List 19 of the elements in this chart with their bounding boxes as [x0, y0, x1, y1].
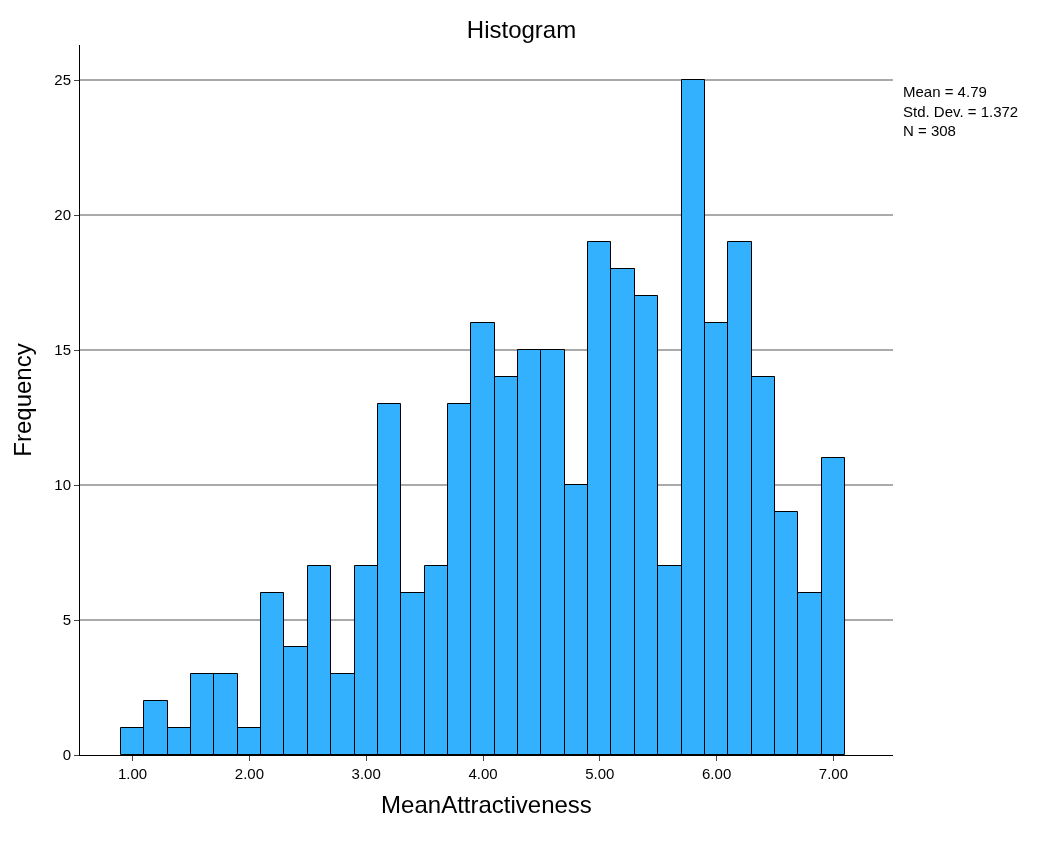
text: N = 308 — [903, 122, 956, 139]
x-tick-label: 1.00 — [117, 765, 148, 782]
x-tick-label: 6.00 — [702, 765, 732, 782]
y-tick-label: 5 — [62, 611, 71, 629]
y-tick-label: 15 — [54, 341, 71, 359]
text: Mean = 4.79 — [903, 83, 987, 100]
y-axis-title: Frequency — [9, 343, 37, 457]
y-tick-label: 20 — [54, 206, 71, 224]
x-tick-label: 3.00 — [351, 765, 381, 782]
x-tick-label: 2.00 — [234, 765, 264, 782]
y-tick-label: 0 — [62, 746, 71, 764]
x-tick-label: 7.00 — [818, 765, 849, 782]
x-tick-label: 5.00 — [585, 765, 615, 782]
y-tick-label: 10 — [54, 476, 71, 494]
x-axis-title: MeanAttractiveness — [381, 791, 592, 819]
text: Std. Dev. = 1.372 — [903, 102, 1019, 120]
y-tick-label: 25 — [54, 71, 71, 89]
x-tick-label: 4.00 — [468, 765, 498, 782]
chart-title: Histogram — [466, 15, 577, 43]
